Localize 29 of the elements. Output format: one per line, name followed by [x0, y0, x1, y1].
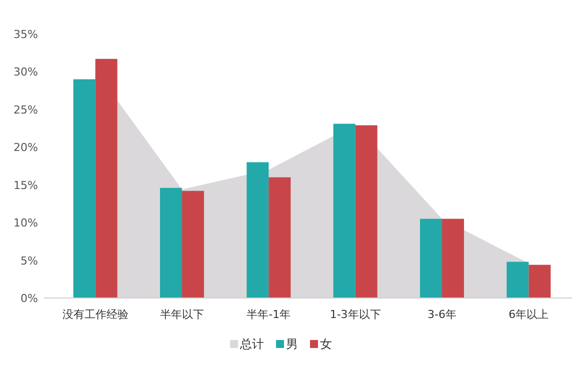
x-tick-label: 没有工作经验: [62, 308, 128, 321]
y-tick-label: 10%: [14, 216, 38, 230]
legend-label: 女: [320, 337, 332, 351]
y-tick-label: 5%: [20, 254, 38, 268]
x-tick-label: 1-3年以下: [330, 308, 381, 321]
y-tick-label: 15%: [14, 178, 38, 192]
bar: [333, 124, 356, 298]
x-tick-label: 半年-1年: [246, 308, 291, 321]
y-tick-label: 20%: [14, 141, 38, 154]
y-tick-label: 25%: [14, 103, 38, 116]
bar: [160, 188, 182, 298]
x-tick-label: 半年以下: [160, 308, 204, 321]
bar: [73, 79, 96, 298]
bar: [355, 125, 378, 298]
x-tick-label: 3-6年: [428, 308, 456, 321]
bar: [95, 58, 118, 298]
bar: [528, 264, 551, 298]
bar: [182, 190, 204, 298]
bar: [442, 218, 464, 298]
bar: [420, 218, 442, 298]
y-tick-label: 0%: [20, 292, 38, 305]
y-tick-label: 35%: [14, 28, 38, 41]
bar: [246, 162, 269, 298]
bar: [268, 177, 291, 298]
x-tick-label: 6年以上: [508, 308, 549, 321]
legend-label: 总计: [239, 337, 264, 351]
bar: [506, 262, 529, 298]
y-tick-label: 30%: [14, 66, 38, 79]
legend-label: 男: [286, 337, 298, 351]
